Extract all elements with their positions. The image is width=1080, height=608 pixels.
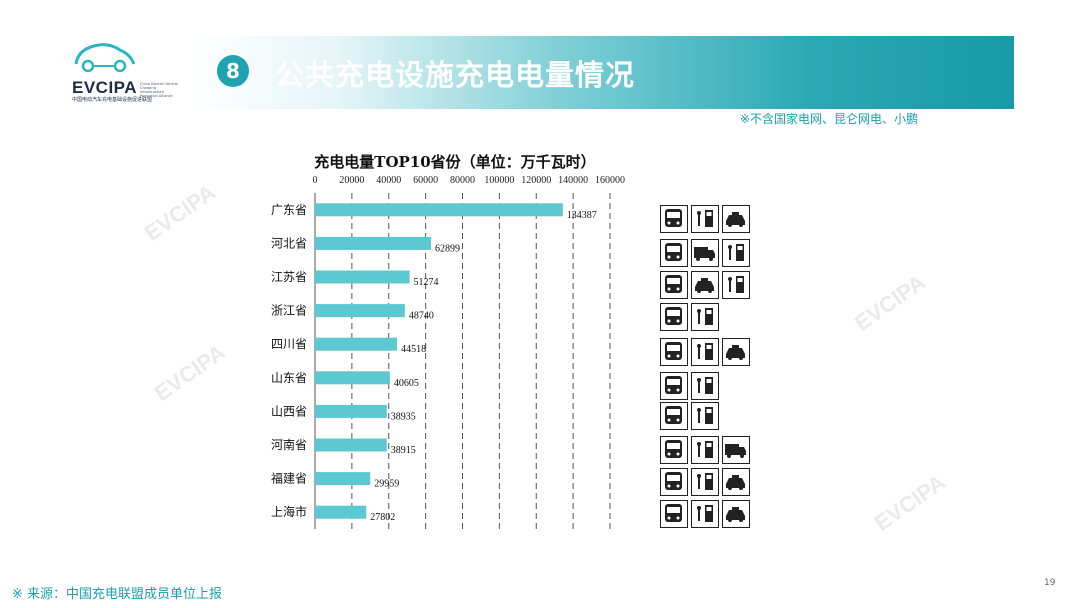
chart-title: 充电电量TOP10省份（单位：万千瓦时）: [314, 153, 595, 171]
data-label: 44518: [401, 344, 426, 355]
category-label: 福建省: [271, 471, 307, 486]
data-label: 134387: [567, 210, 597, 221]
evcipa-logo: EVCIPA China Electric Vehicle Charging I…: [70, 38, 180, 108]
bar: [315, 337, 398, 351]
x-tick-label: 40000: [376, 175, 401, 186]
bar: [315, 472, 371, 486]
bar: [315, 371, 390, 385]
data-label: 38935: [391, 411, 416, 422]
taxi-icon: [722, 500, 750, 528]
icon-row: [660, 271, 750, 301]
car-plug-logo-icon: [74, 43, 136, 73]
bar: [315, 505, 367, 519]
watermark: EVCIPA: [869, 469, 950, 536]
icon-row: [660, 239, 750, 269]
x-tick-label: 80000: [450, 175, 475, 186]
category-label: 广东省: [271, 203, 307, 217]
data-label: 27802: [370, 512, 395, 523]
bus-icon: [660, 338, 688, 366]
bar: [315, 236, 431, 250]
x-tick-label: 100000: [484, 175, 514, 186]
bus-icon: [660, 239, 688, 267]
bar: [315, 203, 563, 217]
category-label: 山西省: [271, 404, 307, 418]
bus-icon: [660, 500, 688, 528]
watermark: EVCIPA: [139, 179, 220, 246]
icon-row: [660, 303, 719, 333]
charger-icon: [691, 303, 719, 331]
category-label: 四川省: [271, 337, 307, 351]
data-label: 62899: [435, 243, 460, 254]
taxi-icon: [722, 468, 750, 496]
bus-icon: [660, 468, 688, 496]
taxi-icon: [722, 338, 750, 366]
x-tick-label: 20000: [339, 175, 364, 186]
logo-wordmark: EVCIPA: [72, 78, 138, 97]
icon-row: [660, 468, 750, 498]
bar-chart: 充电电量TOP10省份（单位：万千瓦时） 0 20000 40000 60000 8000…: [271, 153, 625, 529]
icon-row: [660, 372, 719, 402]
taxi-icon: [691, 271, 719, 299]
x-tick-label: 60000: [413, 175, 438, 186]
truck-icon: [691, 239, 719, 267]
data-source-note: ※ 来源：中国充电联盟成员单位上报: [12, 587, 223, 602]
charger-icon: [722, 271, 750, 299]
bus-icon: [660, 402, 688, 430]
bar: [315, 270, 410, 284]
data-label: 29959: [374, 479, 399, 490]
data-label: 48740: [409, 311, 434, 322]
x-tick-label: 140000: [558, 175, 588, 186]
page-number: 19: [1044, 578, 1056, 588]
bus-icon: [660, 205, 688, 233]
bus-icon: [660, 303, 688, 331]
charger-icon: [691, 338, 719, 366]
taxi-icon: [722, 205, 750, 233]
x-tick-label: 160000: [595, 175, 625, 186]
category-label: 江苏省: [271, 270, 307, 284]
logo-tagline-en: China Electric Vehicle Charging Infrastr…: [140, 82, 178, 98]
charger-icon: [691, 372, 719, 400]
data-label: 51274: [414, 277, 439, 288]
section-number-badge: 8: [217, 55, 249, 87]
data-label: 38915: [391, 445, 416, 456]
bar: [315, 304, 405, 318]
category-label: 山东省: [271, 371, 307, 385]
header-banner: [190, 36, 1014, 109]
bus-icon: [660, 372, 688, 400]
charger-icon: [722, 239, 750, 267]
category-label: 河北省: [271, 236, 307, 250]
bar: [315, 404, 387, 418]
category-label: 河南省: [271, 437, 307, 452]
bus-icon: [660, 436, 688, 464]
bar: [315, 438, 387, 452]
data-label: 40605: [394, 378, 419, 389]
icon-row: [660, 338, 750, 368]
icon-row: [660, 436, 750, 466]
charger-icon: [691, 205, 719, 233]
page-title: 公共充电设施充电电量情况: [275, 58, 636, 92]
x-tick-label: 120000: [521, 175, 551, 186]
category-label: 浙江省: [271, 304, 307, 318]
charger-icon: [691, 500, 719, 528]
icon-row: [660, 500, 750, 530]
exclusion-note: ※不含国家电网、昆仑网电、小鹏: [740, 112, 919, 126]
icon-row: [660, 205, 750, 235]
charger-icon: [691, 436, 719, 464]
logo-tagline-cn: 中国电动汽车充电基础设施促进联盟: [72, 97, 153, 103]
x-tick-label: 0: [313, 175, 318, 186]
charger-icon: [691, 468, 719, 496]
icon-row: [660, 402, 719, 432]
truck-icon: [722, 436, 750, 464]
bus-icon: [660, 271, 688, 299]
category-label: 上海市: [271, 504, 307, 519]
watermark: EVCIPA: [849, 269, 930, 336]
watermark: EVCIPA: [149, 339, 230, 406]
charger-icon: [691, 402, 719, 430]
